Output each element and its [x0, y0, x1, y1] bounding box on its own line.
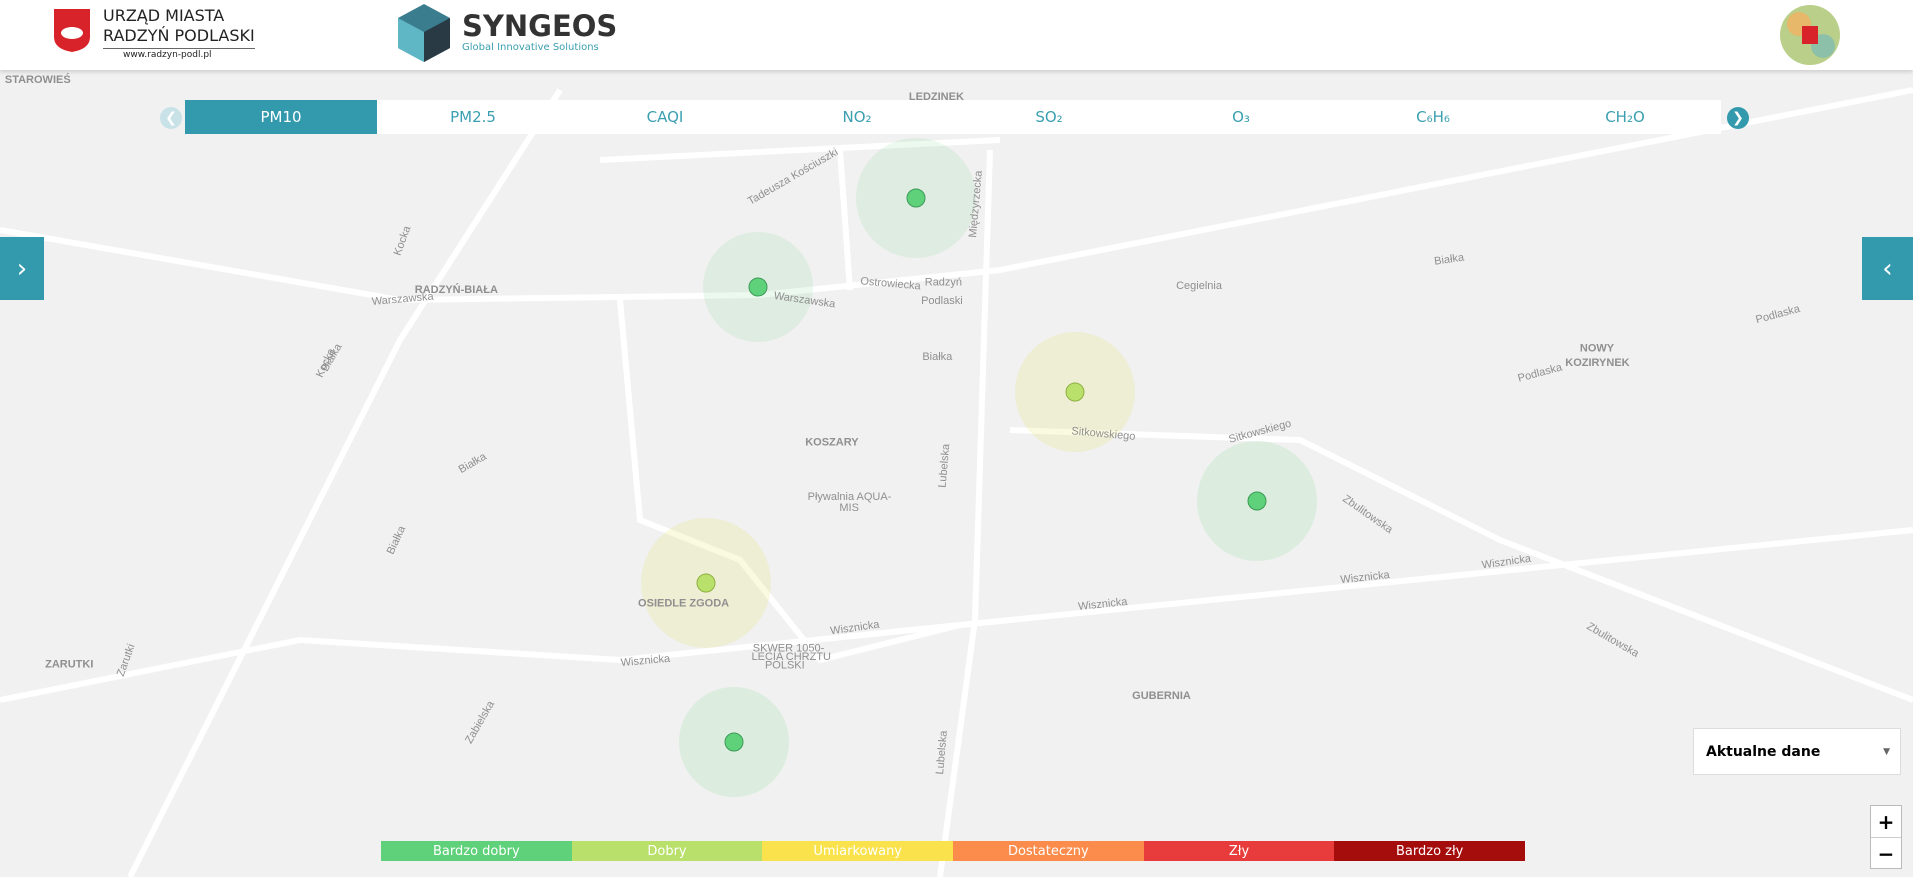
map-label: Międzyrzecka: [967, 169, 985, 238]
map-label: Wisznicka: [1078, 596, 1129, 613]
pollutant-tabs: PM10 PM2.5 CAQI NO₂ SO₂ O₃ C₆H₆ CH₂O: [185, 100, 1721, 134]
map-label: Podlaska: [1754, 303, 1802, 327]
map-label: Białka: [922, 351, 953, 363]
map-label: Pływalnia AQUA-: [808, 491, 892, 503]
legend-item: Zły: [1143, 841, 1335, 861]
map-label: ZARUTKI: [45, 658, 93, 670]
open-right-panel[interactable]: ‹: [1862, 237, 1913, 300]
pollutant-tab[interactable]: O₃: [1232, 108, 1250, 126]
map-label: Białka: [385, 523, 409, 556]
map-label: Lubelska: [937, 442, 953, 488]
pollutant-tab[interactable]: C₆H₆: [1416, 108, 1450, 126]
legend-item: Umiarkowany: [762, 841, 954, 861]
pollutant-tab[interactable]: CH₂O: [1605, 108, 1645, 126]
sensor[interactable]: [1247, 491, 1267, 511]
map-label: Sitkowskiego: [1071, 425, 1136, 443]
map-label: Wisznicka: [620, 653, 671, 669]
header: URZĄD MIASTA RADZYŃ PODLASKI www.radzyn-…: [0, 0, 1913, 70]
legend-item: Dostateczny: [953, 841, 1144, 861]
city-url[interactable]: www.radzyn-podl.pl: [103, 48, 255, 61]
sensor[interactable]: [696, 573, 716, 593]
map-label: Białka: [457, 450, 490, 476]
brand-tagline: Global Innovative Solutions: [462, 42, 599, 53]
legend-item: Dobry: [571, 841, 763, 861]
map-label: Podlaski: [921, 295, 963, 307]
map-label: KOSZARY: [805, 436, 859, 448]
sensors[interactable]: [696, 188, 1267, 752]
pollutant-tab[interactable]: NO₂: [842, 108, 872, 126]
map-label: Cegielnia: [1176, 280, 1223, 292]
zoom-out[interactable]: −: [1877, 841, 1895, 866]
map-label: Zbulitowska: [1585, 621, 1642, 661]
pollutant-tab[interactable]: CAQI: [646, 108, 684, 126]
map-label: Kocka: [392, 224, 414, 258]
city-name: URZĄD MIASTA: [103, 6, 225, 25]
map-label: Ostrowiecka: [860, 275, 922, 292]
pollutant-tab[interactable]: SO₂: [1035, 108, 1063, 126]
map-label: Wisznicka: [1340, 569, 1391, 586]
tabs-next[interactable]: ❯: [1727, 107, 1749, 129]
city-name: RADZYŃ PODLASKI: [103, 26, 255, 45]
map-label: Warszawska: [371, 291, 435, 308]
map-label: KOZIRYNEK: [1565, 357, 1629, 369]
sensor[interactable]: [906, 188, 926, 208]
pollutant-tab[interactable]: PM10: [185, 100, 377, 134]
map-label: STAROWIEŚ: [5, 73, 71, 86]
map-label: SKWER 1050-: [753, 642, 825, 654]
legend-item: Bardzo dobry: [381, 841, 572, 861]
map-label: MIS: [839, 502, 859, 514]
tabs-prev[interactable]: ❮: [160, 107, 182, 129]
map-label: LECIA CHRZTU: [752, 651, 832, 663]
map-label: NOWY: [1580, 342, 1615, 354]
legend: Bardzo dobry Dobry Umiarkowany Dostateczny Z…: [381, 841, 1526, 861]
sensor[interactable]: [1065, 382, 1085, 402]
open-left-panel[interactable]: ›: [0, 237, 44, 300]
sensor[interactable]: [748, 277, 768, 297]
coat-of-arms: [54, 9, 90, 52]
map-label: Zabielska: [463, 698, 497, 746]
map-label: Lubelska: [934, 729, 950, 775]
map-label: POLSKI: [765, 660, 805, 672]
map-label: Białka: [1433, 252, 1465, 268]
map-label: OSIEDLE ZGODA: [638, 597, 729, 609]
map-label: Podlaska: [1517, 361, 1565, 385]
map-label: GUBERNIA: [1132, 690, 1191, 702]
zoom-control: + −: [1870, 805, 1902, 869]
zoom-in[interactable]: +: [1871, 806, 1901, 838]
brand-logo: [398, 4, 450, 62]
map-label: Tadeusza Kościuszki: [746, 146, 840, 207]
sensor[interactable]: [724, 732, 744, 752]
legend-item: Bardzo zły: [1334, 841, 1526, 861]
eco-logo: [1780, 5, 1840, 65]
dropdown-label: Aktualne dane: [1706, 743, 1821, 760]
pollutant-tab[interactable]: PM2.5: [450, 108, 496, 126]
brand-name: SYNGEOS: [462, 9, 618, 43]
map-label: RADZYŃ-BIAŁA: [415, 283, 498, 296]
map-label: Zbulitowska: [1340, 493, 1395, 537]
map-label: Radzyń: [925, 276, 962, 288]
data-dropdown[interactable]: Aktualne dane ▼: [1693, 728, 1901, 775]
